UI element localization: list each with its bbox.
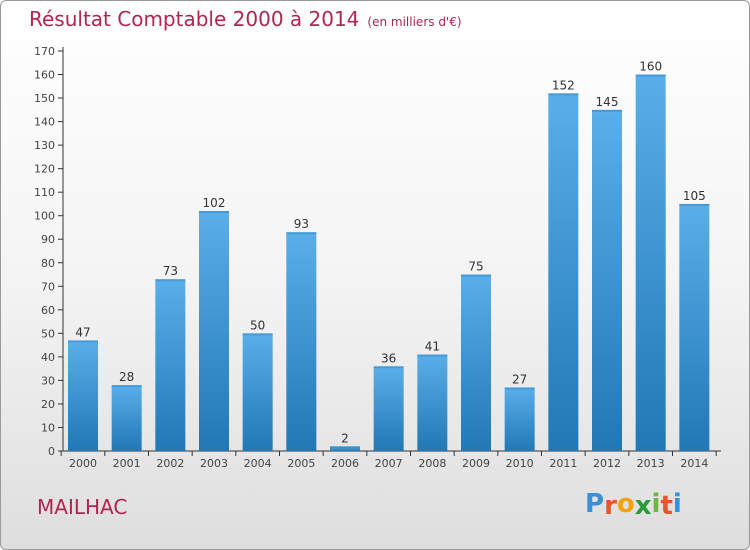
- bar-top-edge: [330, 446, 360, 449]
- bar-top-edge: [635, 74, 666, 77]
- bar-top-edge: [155, 279, 186, 282]
- y-tick-label: 80: [41, 257, 55, 270]
- chart-title: Résultat Comptable 2000 à 2014 (en millie…: [29, 7, 462, 31]
- data-label: 47: [75, 325, 90, 339]
- y-tick-label: 60: [41, 304, 55, 317]
- x-axis: 2000 2001 2002 2003 2004 2005 2006 2007 2008 2009…: [60, 450, 721, 470]
- x-tick-label: 2009: [462, 457, 490, 470]
- y-tick-label: 90: [41, 233, 55, 246]
- chart-title-text: Résultat Comptable 2000 à 2014: [29, 7, 360, 31]
- x-tick-label: 2007: [375, 457, 403, 470]
- bar: [373, 366, 404, 451]
- y-tick-label: 160: [34, 69, 55, 82]
- y-tick-label: 120: [34, 163, 55, 176]
- data-label: 41: [425, 340, 440, 354]
- bar: [242, 333, 273, 451]
- bar: [286, 232, 317, 451]
- x-tick-label: 2001: [113, 457, 141, 470]
- bar: [592, 109, 622, 451]
- bar-top-edge: [504, 387, 535, 390]
- x-tick-label: 2008: [418, 457, 446, 470]
- data-label: 27: [512, 372, 527, 386]
- y-tick-label: 150: [34, 92, 55, 105]
- y-tick-label: 50: [41, 327, 55, 340]
- x-tick-label: 2014: [680, 457, 708, 470]
- bar: [635, 74, 666, 451]
- x-tick-label: 2003: [200, 457, 228, 470]
- chart-subtitle: (en milliers d'€): [367, 15, 462, 29]
- y-tick-label: 0: [48, 445, 55, 458]
- bar-top-edge: [548, 93, 579, 96]
- y-tick-label: 40: [41, 351, 55, 364]
- logo-letter: i: [651, 489, 661, 519]
- bar-top-edge: [286, 232, 317, 235]
- x-tick-label: 2011: [549, 457, 577, 470]
- bar-top-edge: [679, 203, 710, 206]
- data-label: 102: [203, 196, 226, 210]
- logo-letter: i: [672, 489, 682, 519]
- bar-top-edge: [68, 340, 98, 343]
- data-label: 28: [119, 370, 134, 384]
- data-label: 93: [294, 217, 309, 231]
- bar-top-edge: [417, 354, 448, 357]
- data-label: 2: [341, 431, 349, 445]
- bar: [199, 211, 229, 451]
- logo-letter: r: [604, 491, 617, 521]
- y-tick-label: 170: [34, 45, 55, 58]
- logo-letter: t: [660, 491, 673, 521]
- x-tick-label: 2004: [244, 457, 272, 470]
- bar-top-edge: [592, 109, 622, 112]
- x-tick-label: 2000: [69, 457, 97, 470]
- bar: [417, 354, 448, 451]
- x-tick-label: 2005: [287, 457, 315, 470]
- y-tick-label: 70: [41, 280, 55, 293]
- bar-chart: 0 10 20 30 40 50 60 70 80 90 100 110 120 130 140 150 160…: [34, 45, 721, 470]
- data-label: 73: [163, 264, 178, 278]
- y-tick-label: 110: [34, 186, 55, 199]
- data-label: 50: [250, 318, 265, 332]
- y-tick-label: 140: [34, 116, 55, 129]
- y-tick-label: 10: [41, 421, 55, 434]
- bar: [111, 385, 142, 451]
- proxiti-logo: Proxiti: [585, 489, 682, 521]
- logo-letter: x: [634, 491, 652, 521]
- bar: [461, 274, 491, 451]
- data-labels: 47 28 73 102 50 93 2 36 41 75 27 152 145 160 105: [75, 60, 705, 446]
- x-tick-label: 2012: [593, 457, 621, 470]
- bar: [155, 279, 186, 451]
- bars: [68, 74, 710, 452]
- town-name: MAILHAC: [37, 495, 128, 519]
- bar-top-edge: [373, 366, 404, 369]
- y-tick-label: 100: [34, 210, 55, 223]
- bar: [679, 203, 710, 451]
- bar-top-edge: [199, 211, 229, 213]
- x-tick-label: 2006: [331, 457, 359, 470]
- y-tick-label: 130: [34, 139, 55, 152]
- data-label: 75: [468, 260, 483, 274]
- bar: [68, 340, 98, 451]
- data-label: 105: [683, 189, 706, 203]
- logo-letter: o: [616, 489, 635, 519]
- bar-top-edge: [242, 333, 273, 336]
- bar-top-edge: [111, 385, 142, 388]
- x-tick-label: 2013: [637, 457, 665, 470]
- y-tick-label: 30: [41, 374, 55, 387]
- x-tick-label: 2010: [506, 457, 534, 470]
- data-label: 145: [596, 95, 619, 109]
- bar: [504, 387, 535, 451]
- y-axis: 0 10 20 30 40 50 60 70 80 90 100 110 120 130 140 150 160…: [34, 45, 64, 458]
- bar: [548, 93, 579, 452]
- x-tick-label: 2002: [156, 457, 184, 470]
- data-label: 160: [639, 60, 662, 74]
- data-label: 36: [381, 351, 396, 365]
- bar: [330, 446, 360, 451]
- logo-letter: P: [585, 489, 605, 519]
- data-label: 152: [552, 78, 575, 92]
- bar-top-edge: [461, 274, 491, 277]
- y-tick-label: 20: [41, 398, 55, 411]
